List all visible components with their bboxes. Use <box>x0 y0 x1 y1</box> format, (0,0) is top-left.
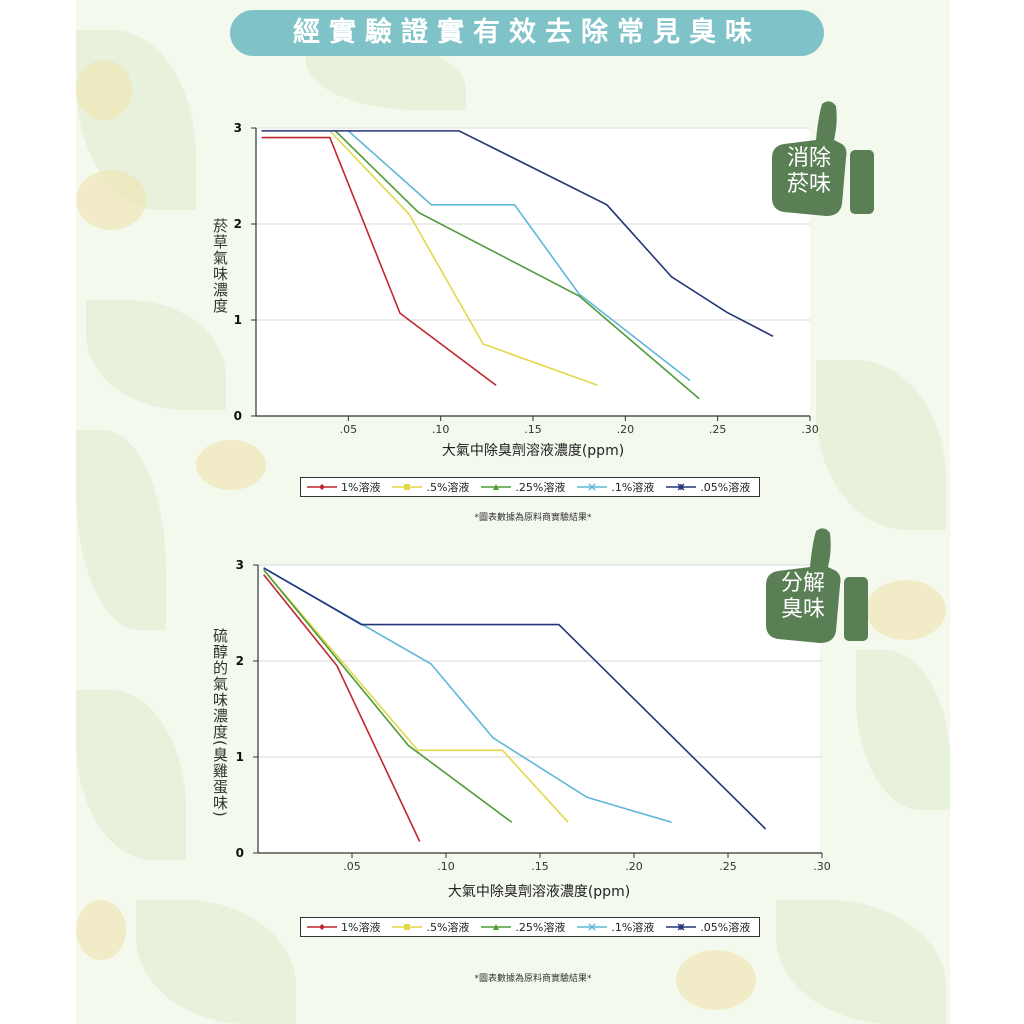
series-line <box>261 136 497 386</box>
legend-swatch <box>392 924 423 930</box>
bean-decoration <box>76 900 126 960</box>
legend-label: .5%溶液 <box>426 921 470 934</box>
bean-decoration <box>196 440 266 490</box>
legend-marker <box>677 923 685 931</box>
chart-1-x-axis-title: 大氣中除臭劑溶液濃度(ppm) <box>441 443 625 459</box>
legend-swatch <box>666 483 697 491</box>
x-tick-label: .20 <box>625 860 643 873</box>
badge-1-line1: 消除 <box>786 146 831 171</box>
legend-label: .1%溶液 <box>611 921 655 934</box>
y-tick-label: 0 <box>234 409 242 423</box>
y-tick-label: 3 <box>236 558 244 572</box>
legend-swatch <box>307 484 337 490</box>
legend-label: .25%溶液 <box>515 921 566 934</box>
chart-2-x-axis-title: 大氣中除臭劑溶液濃度(ppm) <box>447 884 631 900</box>
x-tick-label: .30 <box>813 860 831 873</box>
legend-label: 1%溶液 <box>341 481 381 494</box>
legend-item: 1%溶液 <box>307 479 380 495</box>
legend-swatch <box>577 923 608 931</box>
chart-1-y-axis-title: 菸草氣味濃度 <box>211 218 229 314</box>
x-tick-label: .15 <box>531 860 549 873</box>
legend-marker <box>677 483 685 491</box>
legend-swatch <box>392 484 423 490</box>
y-tick-label: 0 <box>236 846 244 860</box>
badge-2-line2: 臭味 <box>780 597 825 622</box>
legend-label: .5%溶液 <box>426 481 470 494</box>
legend-swatch <box>481 484 512 490</box>
chart-1-footnote: *圖表數據為原料商實驗結果* <box>474 513 592 523</box>
legend-swatch <box>481 924 512 930</box>
badge-remove-smoke: 消除 菸味 <box>768 98 888 218</box>
legend-marker <box>493 924 500 930</box>
badge-1-line2: 菸味 <box>786 172 831 197</box>
series-line <box>263 567 767 830</box>
legend-label: .05%溶液 <box>700 921 751 934</box>
legend-label: 1%溶液 <box>341 921 381 934</box>
x-tick-label: .10 <box>432 423 450 436</box>
chart-2-background <box>258 565 820 853</box>
x-tick-label: .30 <box>801 423 819 436</box>
x-tick-label: .10 <box>437 860 455 873</box>
legend-item: .1%溶液 <box>577 919 654 935</box>
thumbs-up-icon <box>766 528 868 643</box>
chart-2-footnote: *圖表數據為原料商實驗結果* <box>474 974 592 984</box>
legend-item: .1%溶液 <box>577 479 654 495</box>
x-tick-label: .25 <box>709 423 727 436</box>
y-tick-label: 3 <box>234 121 242 135</box>
series-line <box>263 574 421 842</box>
legend-marker <box>404 484 411 490</box>
legend-marker <box>319 484 325 490</box>
legend-item: .25%溶液 <box>481 479 565 495</box>
badge-2-line1: 分解 <box>780 571 825 596</box>
series-line <box>263 569 513 823</box>
legend-swatch <box>577 483 608 491</box>
y-tick-label: 1 <box>236 750 244 764</box>
legend-marker <box>588 923 596 931</box>
legend-swatch <box>666 923 697 931</box>
bean-decoration <box>676 950 756 1010</box>
chart-2-legend: 1%溶液 .5%溶液 .25%溶液 .1%溶液 .05%溶液 <box>300 917 760 937</box>
series-line <box>334 130 700 400</box>
series-line <box>263 567 672 824</box>
legend-marker <box>319 924 325 930</box>
y-tick-label: 2 <box>236 654 244 668</box>
y-tick-label: 1 <box>234 313 242 327</box>
chart-2-y-axis-title: 硫醇的氣味濃度(臭雞蛋味) <box>211 628 229 818</box>
x-tick-label: .05 <box>340 423 358 436</box>
x-tick-label: .25 <box>719 860 737 873</box>
legend-label: .1%溶液 <box>611 481 655 494</box>
x-tick-label: .15 <box>524 423 542 436</box>
series-line <box>263 569 569 823</box>
legend-swatch <box>307 924 337 930</box>
legend-label: .05%溶液 <box>700 481 751 494</box>
bean-decoration <box>76 170 146 230</box>
legend-item: .5%溶液 <box>392 919 469 935</box>
x-tick-label: .20 <box>617 423 635 436</box>
badge-decompose-odor: 分解 臭味 <box>762 525 882 645</box>
x-tick-label: .05 <box>343 860 361 873</box>
series-line <box>261 130 774 338</box>
y-tick-label: 2 <box>234 217 242 231</box>
legend-label: .25%溶液 <box>515 481 566 494</box>
legend-marker <box>404 924 411 930</box>
chart-1-legend: 1%溶液 .5%溶液 .25%溶液 .1%溶液 .05%溶液 <box>300 477 760 497</box>
legend-item: .05%溶液 <box>666 919 750 935</box>
bean-decoration <box>866 580 946 640</box>
series-line <box>329 130 598 387</box>
legend-item: .05%溶液 <box>666 479 750 495</box>
legend-item: 1%溶液 <box>307 919 380 935</box>
page-title: 經實驗證實有效去除常見臭味 <box>230 10 824 56</box>
legend-item: .5%溶液 <box>392 479 469 495</box>
legend-marker <box>588 483 596 491</box>
bean-decoration <box>76 60 132 120</box>
series-line <box>347 130 691 382</box>
legend-item: .25%溶液 <box>481 919 565 935</box>
legend-marker <box>493 484 500 490</box>
thumbs-up-icon <box>772 101 874 216</box>
